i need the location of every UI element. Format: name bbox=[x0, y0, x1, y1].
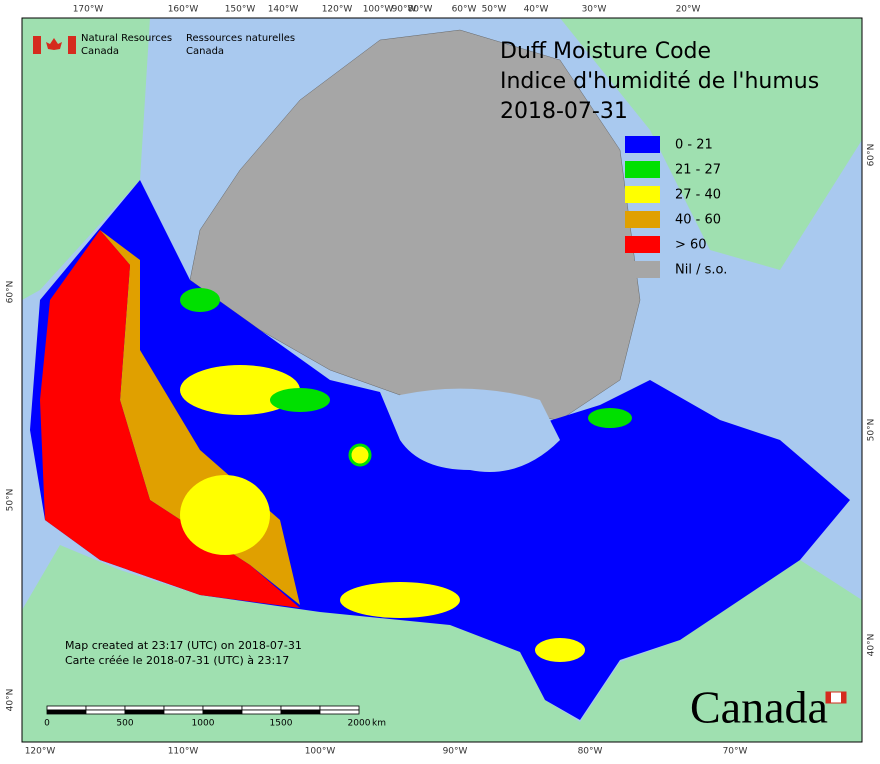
longitude-label: 110°W bbox=[168, 747, 199, 757]
flag-bar bbox=[68, 36, 76, 54]
scale-segment bbox=[280, 705, 321, 711]
scale-segment bbox=[241, 705, 282, 711]
high-dmc-patch bbox=[348, 443, 372, 467]
high-dmc-patch bbox=[180, 365, 300, 415]
wordmark-flag bbox=[841, 692, 846, 703]
latitude-label: 50°N bbox=[6, 489, 16, 512]
longitude-label: 140°W bbox=[268, 5, 299, 15]
longitude-label: 160°W bbox=[168, 5, 199, 15]
scale-label: 1500 bbox=[270, 719, 293, 729]
legend-label: Nil / s.o. bbox=[675, 263, 727, 278]
latitude-label: 50°N bbox=[867, 419, 877, 442]
longitude-label: 120°W bbox=[25, 747, 56, 757]
agency-fr: Canada bbox=[186, 46, 224, 57]
longitude-label: 20°W bbox=[676, 5, 701, 15]
map-frame bbox=[21, 17, 863, 743]
longitude-label: 90°W bbox=[443, 747, 468, 757]
legend-swatch bbox=[625, 161, 660, 178]
note: Carte créée le 2018-07-31 (UTC) à 23:17 bbox=[65, 654, 289, 667]
legend-label: 0 - 21 bbox=[675, 138, 713, 153]
flag-bar bbox=[33, 36, 41, 54]
legend-label: 40 - 60 bbox=[675, 213, 721, 228]
latitude-label: 60°N bbox=[6, 281, 16, 304]
scale-bar: 0 500 1000 1500 2000 km bbox=[44, 705, 386, 729]
longitude-label: 40°W bbox=[524, 5, 549, 15]
longitude-label: 170°W bbox=[73, 5, 104, 15]
scale-segment bbox=[163, 709, 204, 715]
scale-segment bbox=[280, 709, 321, 715]
title: 2018-07-31 bbox=[500, 99, 628, 124]
longitude-label: 30°W bbox=[582, 5, 607, 15]
wordmark-flag bbox=[826, 692, 831, 703]
scale-segment bbox=[85, 705, 126, 711]
note: Map created at 23:17 (UTC) on 2018-07-31 bbox=[65, 639, 302, 652]
longitude-label: 60°W bbox=[452, 5, 477, 15]
moderate-low-patch bbox=[180, 288, 220, 312]
latitude-label: 40°N bbox=[6, 689, 16, 712]
agency-signature: Natural Resources Canada Ressources natu… bbox=[33, 33, 295, 57]
title: Duff Moisture Code bbox=[500, 39, 711, 64]
longitude-label: 90°W bbox=[392, 5, 417, 15]
scale-label: 0 bbox=[44, 719, 50, 729]
latitude-label: 60°N bbox=[867, 144, 877, 167]
scale-label: 2000 bbox=[348, 719, 371, 729]
scale-segment bbox=[124, 705, 165, 711]
greenland bbox=[560, 18, 862, 270]
agency-en: Natural Resources bbox=[81, 33, 172, 44]
longitude-label: 100°W bbox=[305, 747, 336, 757]
longitude-label: 150°W bbox=[225, 5, 256, 15]
latitude-label: 40°N bbox=[867, 634, 877, 657]
graticule-labels: 170°W 160°W 150°W 140°W 120°W 100°W90°W80°W 60… bbox=[6, 5, 877, 757]
wordmark: Canada bbox=[690, 682, 828, 733]
legend-swatch bbox=[625, 211, 660, 228]
legend-swatch bbox=[625, 186, 660, 203]
high-dmc-patch bbox=[340, 582, 460, 618]
scale-segment bbox=[85, 709, 126, 715]
legend-swatch bbox=[625, 136, 660, 153]
extreme-dmc-zone bbox=[40, 230, 300, 608]
longitude-label: 50°W bbox=[482, 5, 507, 15]
scale-segment bbox=[202, 709, 243, 715]
alaska bbox=[22, 18, 150, 300]
high-dmc-patch bbox=[180, 475, 270, 555]
scale-segment bbox=[46, 705, 87, 711]
longitude-label: 120°W bbox=[322, 5, 353, 15]
scale-unit: km bbox=[372, 719, 386, 729]
agency-en: Canada bbox=[81, 46, 119, 57]
legend-swatch bbox=[625, 236, 660, 253]
scale-segment bbox=[163, 705, 204, 711]
longitude-label: 80°W bbox=[408, 5, 433, 15]
legend-label: 21 - 27 bbox=[675, 163, 721, 178]
legend-swatch bbox=[625, 261, 660, 278]
moderate-low-patch bbox=[588, 408, 632, 428]
scale-segment bbox=[319, 705, 360, 711]
scale-segment bbox=[124, 709, 165, 715]
legend-label: 27 - 40 bbox=[675, 188, 721, 203]
arctic-islands bbox=[189, 29, 641, 421]
longitude-label: 70°W bbox=[723, 747, 748, 757]
high-dmc-patch bbox=[535, 638, 585, 662]
legend-label: > 60 bbox=[675, 238, 707, 253]
scale-segment bbox=[319, 709, 360, 715]
scale-label: 500 bbox=[116, 719, 133, 729]
scale-segment bbox=[46, 709, 87, 715]
scale-segment bbox=[241, 709, 282, 715]
maple-leaf bbox=[46, 38, 62, 50]
map-area bbox=[21, 17, 863, 743]
title: Indice d'humidité de l'humus bbox=[500, 69, 819, 94]
agency-fr: Ressources naturelles bbox=[186, 33, 295, 44]
longitude-label: 100°W bbox=[363, 5, 394, 15]
scale-label: 1000 bbox=[192, 719, 215, 729]
hudson-bay bbox=[400, 388, 560, 472]
united-states bbox=[22, 545, 862, 742]
legend: 0 - 21 21 - 27 27 - 40 40 - 60 > 60 Nil / s.o… bbox=[625, 136, 727, 278]
scale-segment bbox=[202, 705, 243, 711]
longitude-label: 80°W bbox=[578, 747, 603, 757]
moderate-low-patch bbox=[270, 388, 330, 412]
